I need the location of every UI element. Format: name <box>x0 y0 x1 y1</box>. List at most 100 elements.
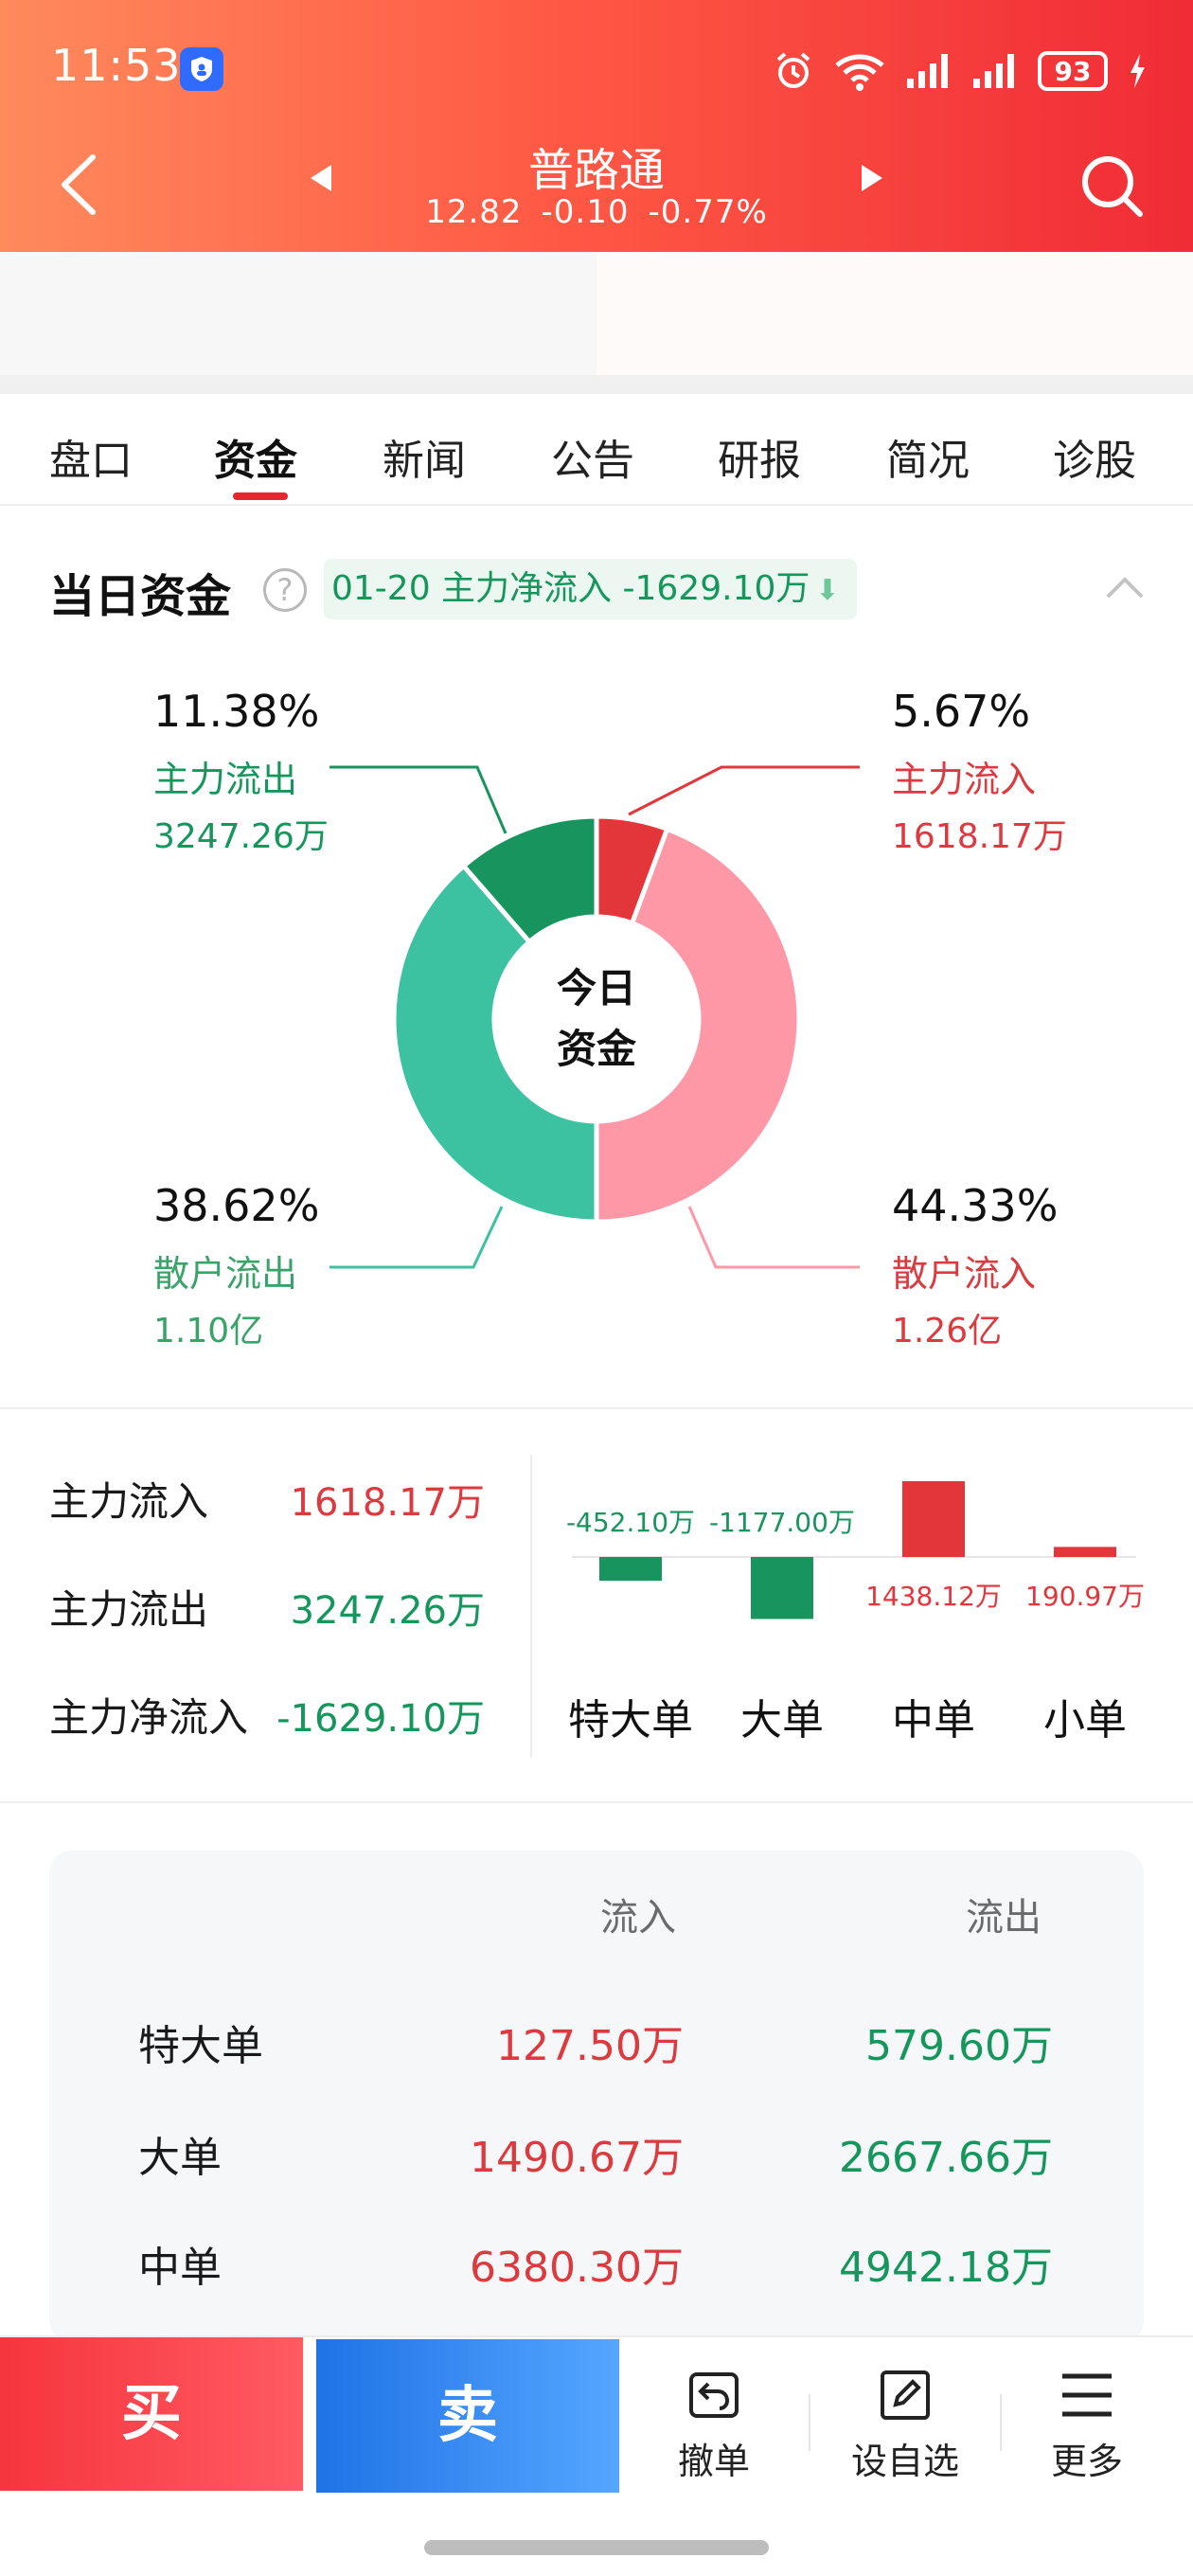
table-row-name: 特大单 <box>138 2022 263 2070</box>
summary-value-main-out: 3247.26万 <box>290 1589 485 1633</box>
bar-chart-canvas <box>572 1481 1136 1619</box>
flow-table-card: 流入 流出 特大单 127.50万 579.60万 大单 1490.67万 26… <box>49 1851 1144 2343</box>
table-header-inflow: 流入 <box>600 1896 676 1940</box>
donut-slice-retail-out <box>391 862 599 1225</box>
main-out-label: 主力流出 <box>153 759 298 800</box>
menu-icon <box>1062 2373 1112 2417</box>
retail-out-pct: 38.62% <box>153 1180 320 1231</box>
help-icon[interactable]: ? <box>263 568 307 612</box>
donut-chart <box>329 765 860 1269</box>
tab-diagnosis[interactable]: 诊股 <box>1053 437 1136 485</box>
donut-center-line2: 资金 <box>556 1026 636 1072</box>
donut-slice-main-out <box>460 814 599 945</box>
bar-4 <box>1054 1547 1116 1557</box>
retail-out-amount: 1.10亿 <box>153 1312 264 1351</box>
bar-value-label: -452.10万 <box>565 1507 696 1538</box>
donut-slice-retail-in <box>594 826 802 1225</box>
previous-stock-icon[interactable] <box>309 163 333 193</box>
summary-value-main-in: 1618.17万 <box>290 1481 485 1525</box>
main-out-pct: 11.38% <box>153 686 320 737</box>
cancel-order-button[interactable]: 撤单 <box>629 2362 799 2484</box>
tab-funds[interactable]: 资金 <box>214 437 297 485</box>
leader-line-main-in <box>628 765 860 816</box>
main-in-label: 主力流入 <box>892 759 1037 800</box>
shield-icon <box>180 47 223 91</box>
bar-3 <box>902 1481 965 1557</box>
more-button[interactable]: 更多 <box>1002 2362 1172 2484</box>
section-gap <box>0 375 1193 394</box>
bar-2 <box>751 1557 813 1619</box>
divider <box>0 1407 1193 1409</box>
stock-header: 11:53 93 普路通 12.82 -0.10 -0.77% <box>0 0 1193 252</box>
add-watchlist-label: 设自选 <box>850 2441 959 2482</box>
edit-icon <box>881 2370 930 2420</box>
summary-label-main-in: 主力流入 <box>49 1478 209 1525</box>
order-size-bar-chart: -452.10万 -1177.00万 1438.12万 190.97万 特大单 大单 中单… <box>549 1440 1155 1780</box>
net-inflow-badge: 01-20 主力净流入 -1629.10万 ⬇ <box>324 559 857 619</box>
status-icons: 93 <box>773 47 1148 95</box>
bar-category-label: 小单 <box>1043 1696 1127 1744</box>
signal-2-icon <box>973 54 1014 88</box>
donut-center-label: 今日 资金 <box>530 958 663 1080</box>
summary-label-main-out: 主力流出 <box>49 1586 209 1633</box>
table-row-in: 6380.30万 <box>470 2244 684 2292</box>
stock-change-pct: -0.77% <box>648 193 768 231</box>
action-separator <box>809 2394 810 2451</box>
table-row-in: 127.50万 <box>496 2022 684 2070</box>
tab-announcements[interactable]: 公告 <box>551 437 634 485</box>
summary-separator <box>530 1455 532 1758</box>
leader-line-retail-out <box>329 1206 504 1269</box>
leader-line-retail-in <box>687 1206 860 1269</box>
divider <box>0 1801 1193 1803</box>
more-label: 更多 <box>1050 2441 1123 2482</box>
bar-value-label: -1177.00万 <box>709 1507 855 1538</box>
signal-1-icon <box>907 54 948 88</box>
retail-in-amount: 1.26亿 <box>892 1312 1003 1351</box>
battery-indicator: 93 <box>1038 51 1108 91</box>
buy-button[interactable]: 买 <box>0 2337 303 2491</box>
wifi-icon <box>835 54 884 91</box>
status-time: 11:53 <box>51 40 182 91</box>
bar-category-label: 中单 <box>892 1696 975 1744</box>
table-row-name: 大单 <box>138 2134 222 2182</box>
status-bar: 11:53 93 <box>0 28 1193 114</box>
next-stock-icon[interactable] <box>860 163 884 193</box>
back-arrow-icon[interactable] <box>53 152 110 218</box>
donut-center-line1: 今日 <box>556 965 636 1011</box>
retail-in-pct: 44.33% <box>892 1180 1059 1231</box>
table-row-in: 1490.67万 <box>470 2134 684 2182</box>
bar-category-label: 大单 <box>740 1696 824 1744</box>
tab-research[interactable]: 研报 <box>718 437 801 485</box>
cancel-order-label: 撤单 <box>677 2441 750 2482</box>
active-tab-indicator <box>233 492 288 500</box>
tab-pankou[interactable]: 盘口 <box>49 437 133 485</box>
stock-name: 普路通 <box>527 144 665 197</box>
bar-value-label: 1438.12万 <box>865 1581 1002 1612</box>
table-row-out: 579.60万 <box>865 2022 1053 2070</box>
summary-value-main-net: -1629.10万 <box>276 1697 485 1741</box>
leader-line-main-out <box>329 765 507 834</box>
chart-placeholder-strip <box>0 252 1193 375</box>
bar-category-label: 特大单 <box>568 1696 693 1744</box>
search-icon[interactable] <box>1077 152 1146 220</box>
down-arrow-icon: ⬇ <box>815 574 840 607</box>
add-watchlist-button[interactable]: 设自选 <box>820 2362 990 2484</box>
tab-profile[interactable]: 简况 <box>886 437 970 485</box>
bar-1 <box>599 1557 662 1582</box>
alarm-icon <box>776 52 810 88</box>
tab-bar: 盘口 资金 新闻 公告 研报 简况 诊股 <box>0 407 1193 506</box>
section-title: 当日资金 <box>49 570 232 623</box>
table-row-name: 中单 <box>138 2244 222 2292</box>
sell-button[interactable]: 卖 <box>316 2339 619 2493</box>
collapse-chevron-icon[interactable] <box>1104 574 1146 600</box>
main-in-pct: 5.67% <box>892 686 1031 737</box>
tab-news[interactable]: 新闻 <box>383 437 466 485</box>
main-out-amount: 3247.26万 <box>153 817 329 856</box>
main-in-amount: 1618.17万 <box>892 817 1067 856</box>
stock-quote: 12.82 -0.10 -0.77% <box>0 193 1193 231</box>
table-row-out: 2667.66万 <box>839 2134 1053 2182</box>
bar-value-label: 190.97万 <box>1025 1581 1145 1612</box>
summary-label-main-net: 主力净流入 <box>49 1694 249 1741</box>
table-header-outflow: 流出 <box>966 1896 1042 1940</box>
table-row-out: 4942.18万 <box>839 2244 1053 2292</box>
